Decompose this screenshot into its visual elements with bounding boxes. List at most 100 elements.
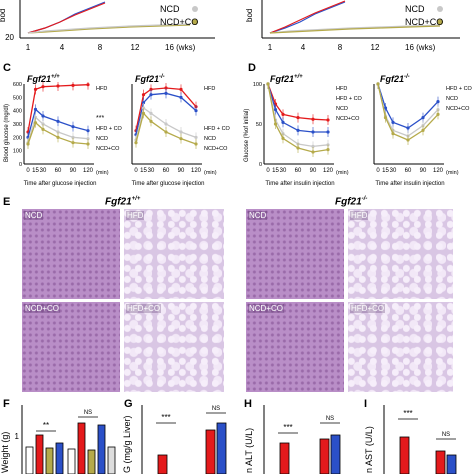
panel-label: E xyxy=(3,196,11,208)
y-axis-label: Glucose (%of initial) xyxy=(244,109,250,162)
histology-image: NCD xyxy=(246,209,344,299)
bar xyxy=(55,442,64,474)
bar xyxy=(157,454,168,474)
significance-mark: NS xyxy=(326,416,334,422)
bar xyxy=(205,429,216,474)
xtick-label: 30 xyxy=(40,168,47,174)
x-axis-label: Time after glucose injection xyxy=(132,181,205,187)
genotype-title: Fgf21+/+ xyxy=(105,196,141,208)
series-line xyxy=(27,84,89,133)
legend-label: NCD xyxy=(96,136,108,142)
xtick-label: 1 xyxy=(268,43,273,52)
legend-label: HFD + CO xyxy=(336,96,363,102)
bar xyxy=(330,434,341,474)
xtick-label: 15 xyxy=(382,168,389,174)
bar xyxy=(97,424,106,474)
bar xyxy=(216,422,227,474)
series-line xyxy=(135,87,197,131)
legend-label: NCD+CO xyxy=(336,116,360,122)
genotype-title: Fgf21-/- xyxy=(135,74,165,84)
xtick-label: 4 xyxy=(60,43,65,52)
histology-image: HFD+CO xyxy=(348,302,453,392)
histology-group-tag: NCD+CO xyxy=(24,304,61,313)
significance-mark: NS xyxy=(212,406,220,412)
legend-label: HFD + CO xyxy=(446,86,473,92)
series-line xyxy=(27,108,89,138)
ytick-label: 200 xyxy=(13,135,22,141)
ytick-label: 0 xyxy=(259,162,262,168)
x-axis-unit: (min) xyxy=(336,170,349,176)
legend-label: NCD xyxy=(336,106,348,112)
panel-label: G xyxy=(124,398,133,410)
legend-label: HFD + CO xyxy=(204,126,231,132)
xtick-label: 120 xyxy=(433,168,444,174)
bar xyxy=(67,448,76,474)
legend-label: HFD + CO xyxy=(96,126,123,132)
y-axis-label: n ALT (U/L) xyxy=(244,428,254,473)
panel-label: C xyxy=(3,62,11,74)
bar xyxy=(45,447,54,474)
xtick-label: 90 xyxy=(420,168,427,174)
legend-label: NCD+CO xyxy=(204,146,228,152)
series-line xyxy=(135,112,197,145)
xtick-label: 0 xyxy=(266,168,270,174)
histology-image: HFD xyxy=(124,209,224,299)
ytick-label: 20 xyxy=(5,33,14,42)
histology-group-tag: NCD xyxy=(248,211,268,220)
panel-c-gtt-chart: Blood glucose (mg/dl)0100200300400500600… xyxy=(4,82,231,187)
bar xyxy=(319,438,330,474)
bar xyxy=(77,422,86,474)
legend-label: HFD xyxy=(204,86,215,92)
significance-mark: *** xyxy=(283,423,292,432)
significance-mark: *** xyxy=(96,115,104,122)
y-axis-label: bod xyxy=(245,9,254,22)
bar xyxy=(35,434,44,474)
histology-group-tag: HFD xyxy=(126,211,145,220)
bar xyxy=(435,450,446,474)
legend-marker xyxy=(192,19,198,25)
y-axis-label: Weight (g) xyxy=(0,432,10,473)
bar xyxy=(279,442,290,474)
y-axis-label: bod xyxy=(0,9,7,22)
x-axis-label: Time after insulin injection xyxy=(375,181,444,187)
genotype-title: Fgf21-/- xyxy=(380,74,410,84)
series-line xyxy=(267,83,328,133)
significance-mark: NS xyxy=(84,410,92,416)
xtick-label: 8 xyxy=(98,43,103,52)
genotype-title: Fgf21-/- xyxy=(335,196,368,208)
xtick-label: 60 xyxy=(163,168,170,174)
legend-marker xyxy=(192,6,198,12)
bar xyxy=(446,454,457,474)
xtick-label: 30 xyxy=(390,168,397,174)
legend-marker xyxy=(437,19,443,25)
x-axis-unit: (min) xyxy=(96,170,109,176)
panel-label: H xyxy=(244,398,252,410)
series-line xyxy=(267,83,329,153)
xtick-label: 1 xyxy=(26,43,31,52)
bar xyxy=(399,436,410,474)
xtick-label: 60 xyxy=(295,168,302,174)
panel-f-liver-weight: Weight (g) 1 ** NS xyxy=(0,405,116,474)
panel-label: F xyxy=(3,398,10,410)
series-line xyxy=(27,116,89,143)
significance-mark: ** xyxy=(43,421,49,430)
legend-label: NCD xyxy=(405,4,425,14)
xtick-label: 0 xyxy=(376,168,380,174)
legend-label: NCD+CO xyxy=(446,106,470,112)
xtick-label: 60 xyxy=(405,168,412,174)
ytick-label: 400 xyxy=(13,109,22,115)
legend-label: HFD xyxy=(96,86,107,92)
panel-a-body-weight: 20 bod 1 4 8 12 16 (wks) NCD NCD+CO bod … xyxy=(0,0,460,52)
legend-label: NCD+CO xyxy=(160,17,198,27)
panel-h-serum-alt: n ALT (U/L) *** NS xyxy=(244,405,341,474)
ytick-label: 0 xyxy=(19,162,22,168)
histology-image: HFD xyxy=(348,209,453,299)
histology-group-tag: HFD xyxy=(350,211,369,220)
panel-g-liver-tg: G (mg/g Liver) *** NS xyxy=(122,405,227,474)
xtick-label: 120 xyxy=(323,168,334,174)
histology-group-tag: HFD+CO xyxy=(126,304,162,313)
legend-label: NCD xyxy=(204,136,216,142)
legend-label: NCD+CO xyxy=(405,17,443,27)
xtick-label: 16 (wks) xyxy=(405,43,436,52)
